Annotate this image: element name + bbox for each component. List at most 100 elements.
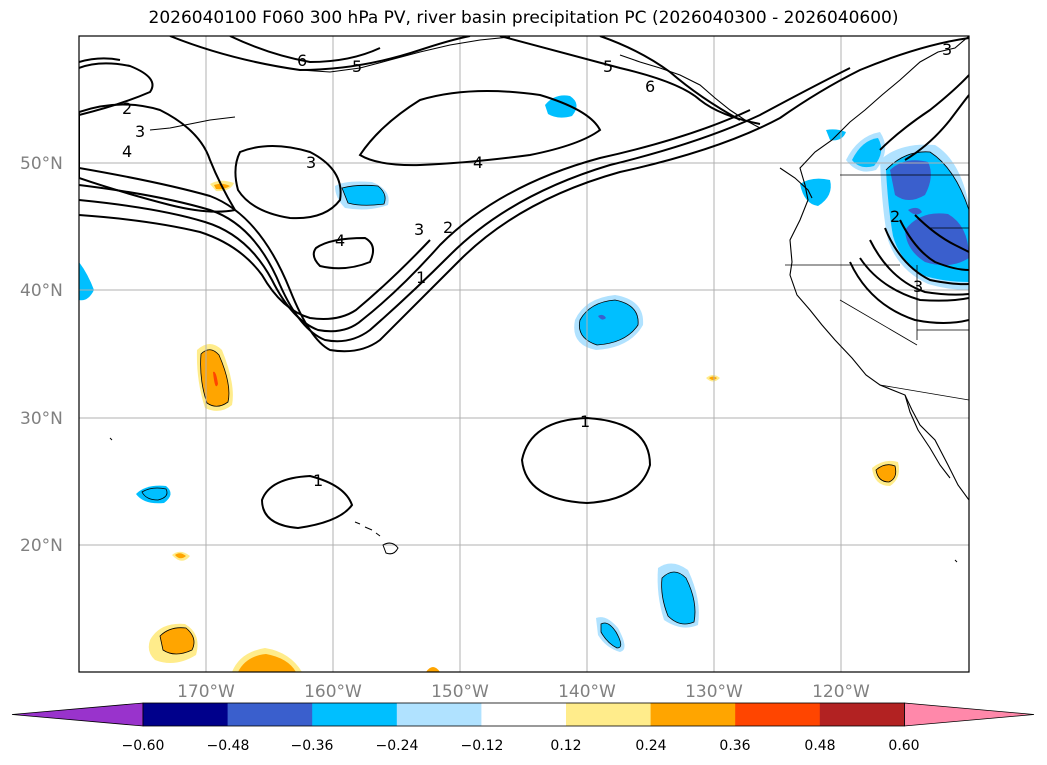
pv-contour-6-north (229, 36, 381, 64)
lon-label-160w: 160°W (304, 682, 362, 702)
pv-contour-east-north (879, 74, 969, 151)
colorbar-tick-label: 0.60 (888, 738, 919, 754)
colorbar-tick-label: 0.12 (550, 738, 581, 754)
precip-shading (79, 95, 969, 672)
lon-label-150w: 150°W (431, 682, 489, 702)
contour-label: 5 (352, 57, 362, 76)
pv-contour-4 (79, 214, 431, 320)
precip-outlines (141, 151, 969, 655)
contour-label: 2 (122, 99, 132, 118)
colorbar-tick-label: −0.60 (122, 738, 165, 754)
pv-contour-6-ne (599, 36, 741, 121)
colorbar-tick-label: −0.36 (291, 738, 334, 754)
contour-label: 3 (306, 153, 316, 172)
colorbar-segments (11, 702, 1035, 727)
colorbar-segment (819, 703, 905, 726)
pv-contour-east-north-2 (904, 94, 969, 161)
contour-label: 3 (135, 122, 145, 141)
colorbar-ticks: −0.60 −0.48 −0.36 −0.24 −0.12 0.12 0.24 … (122, 738, 920, 754)
pv-contour-1-south (79, 37, 969, 353)
colorbar-segment (735, 703, 821, 726)
colorbar-segment (227, 703, 313, 726)
contour-label: 3 (942, 40, 952, 59)
lon-label-170w: 170°W (177, 682, 235, 702)
hawaii-big-island (382, 542, 399, 555)
contour-label: 4 (473, 153, 483, 172)
contour-label: 2 (443, 218, 453, 237)
pv-contour-4-main (358, 90, 602, 167)
baja-peninsula (904, 394, 951, 479)
contour-label: 2 (890, 207, 900, 226)
colorbar-segment (396, 703, 482, 726)
colorbar-segment (481, 703, 567, 726)
pv-contour-east-4 (899, 219, 969, 271)
lon-label-130w: 130°W (685, 682, 743, 702)
colorbar-segment (566, 703, 652, 726)
precip-region-neg-west-edge (79, 262, 94, 301)
lat-label-20n: 20°N (20, 536, 63, 556)
graticule (79, 36, 969, 672)
us-mexico-border (879, 384, 969, 401)
pv-contour-2-nw (79, 62, 154, 116)
colorbar-tick-label: 0.24 (635, 738, 666, 754)
colorbar-tick-label: −0.24 (376, 738, 419, 754)
alaska-panhandle (619, 54, 761, 129)
pv-contour-east-outer (849, 261, 969, 324)
pv-contour-3-nw-closed (79, 103, 237, 213)
map-frame (78, 35, 970, 673)
colorbar-tick-label: 0.48 (804, 738, 835, 754)
contour-label: 3 (913, 277, 923, 296)
pv-contour-1-nw (79, 57, 121, 63)
vancouver-island (779, 167, 813, 199)
pv-contour-3-closed (234, 145, 342, 220)
colorbar-extend-max (904, 702, 1035, 727)
lon-label-140w: 140°W (558, 682, 616, 702)
colorbar: −0.60 −0.48 −0.36 −0.24 −0.12 0.12 0.24 … (11, 702, 1035, 754)
colorbar-segment (312, 703, 398, 726)
colorbar-extend-min (11, 702, 144, 727)
colorbar-tick-label: −0.48 (207, 738, 250, 754)
lon-label-120w: 120°W (812, 682, 870, 702)
precip-region-neg-ne-pacific-bc (545, 95, 577, 118)
pv-contour-1-hawaii (260, 474, 354, 530)
coastlines (149, 36, 969, 501)
colorbar-segment (650, 703, 736, 726)
lat-label-40n: 40°N (20, 281, 63, 301)
colorbar-segment (143, 703, 229, 726)
state-border-4 (839, 299, 918, 346)
colorbar-tick-label: −0.12 (461, 738, 504, 754)
precip-region-pos-south-edge-2 (426, 667, 440, 672)
alaska-peninsula (299, 36, 511, 73)
longitude-labels: 170°W 160°W 150°W 140°W 130°W 120°W (177, 682, 870, 702)
pv-contour-east-2 (869, 239, 969, 296)
pv-contour-5-ne (499, 36, 761, 125)
lat-label-30n: 30°N (20, 409, 63, 429)
contour-label: 6 (645, 77, 655, 96)
contour-label: 4 (335, 231, 345, 250)
pv-contour-3-low (79, 109, 751, 333)
contour-label: 1 (313, 471, 323, 490)
contour-label: 1 (580, 412, 590, 431)
pv-contour-east-5 (914, 214, 969, 253)
lat-label-50n: 50°N (20, 154, 63, 174)
pv-contour-1-south-pacific (520, 416, 652, 505)
pv-contour-2 (79, 67, 851, 343)
precip-region-neg-52n-125w (826, 129, 846, 141)
contour-label: 5 (603, 57, 613, 76)
pv-contour-east-3 (884, 227, 969, 286)
pv-contour-5-north (169, 36, 471, 72)
contour-label: 4 (122, 142, 132, 161)
colorbar-tick-label: 0.36 (719, 738, 750, 754)
colorbar-outline (142, 702, 905, 727)
contour-labels: 6 5 2 3 4 3 4 5 6 4 3 2 1 3 2 3 1 1 (122, 40, 952, 490)
contour-label: 6 (297, 51, 307, 70)
chart-title: 2026040100 F060 300 hPa PV, river basin … (148, 8, 899, 28)
pv-contour-east-1 (859, 257, 969, 302)
pv-contours (79, 36, 969, 530)
contour-label: 1 (416, 268, 426, 287)
latitude-labels: 50°N 40°N 30°N 20°N (20, 154, 63, 556)
pv-contour-4-small (312, 236, 375, 270)
islands (109, 437, 958, 563)
contour-label: 3 (414, 220, 424, 239)
